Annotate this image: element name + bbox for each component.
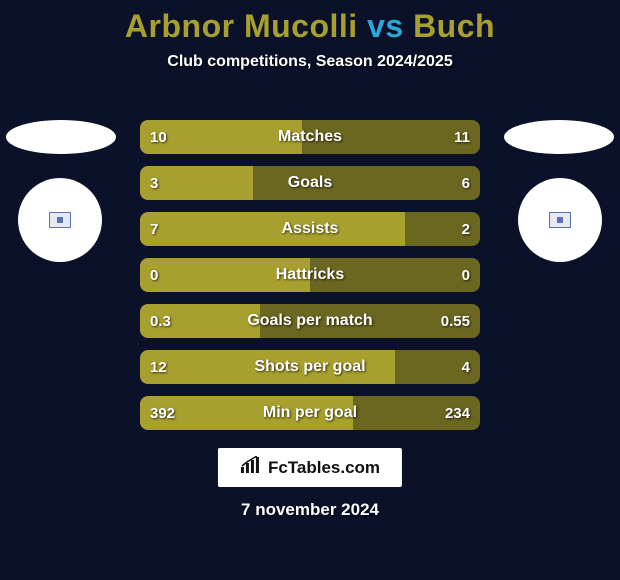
bar-fill-left	[140, 120, 302, 154]
bar-fill-right	[405, 212, 480, 246]
bar-fill-left	[140, 166, 253, 200]
brand-box: FcTables.com	[218, 448, 402, 487]
bar-fill-right	[302, 120, 480, 154]
stat-bar-row: 0.30.55Goals per match	[140, 304, 480, 338]
brand-text: FcTables.com	[268, 458, 380, 478]
bar-fill-left	[140, 258, 310, 292]
bar-fill-right	[353, 396, 480, 430]
stat-bar-row: 36Goals	[140, 166, 480, 200]
player1-name: Arbnor Mucolli	[125, 8, 358, 44]
brand-chart-icon	[240, 456, 262, 479]
player2-club-badge	[518, 178, 602, 262]
vs-text: vs	[367, 8, 404, 44]
bar-fill-left	[140, 304, 260, 338]
player2-avatar-placeholder	[504, 120, 614, 154]
stat-bars: 1011Matches 36Goals 72Assists 00Hattricks 0.…	[140, 120, 480, 442]
bar-fill-right	[310, 258, 480, 292]
bar-fill-right	[253, 166, 480, 200]
bar-fill-right	[395, 350, 480, 384]
date-text: 7 november 2024	[0, 500, 620, 520]
bar-fill-left	[140, 350, 395, 384]
bar-fill-left	[140, 396, 353, 430]
bar-fill-right	[260, 304, 480, 338]
stat-bar-row: 00Hattricks	[140, 258, 480, 292]
comparison-title: Arbnor Mucolli vs Buch	[0, 0, 620, 45]
player2-name: Buch	[413, 8, 495, 44]
stat-bar-row: 392234Min per goal	[140, 396, 480, 430]
player1-club-badge	[18, 178, 102, 262]
player1-avatar-placeholder	[6, 120, 116, 154]
club-flag-icon	[549, 212, 571, 228]
club-flag-icon	[49, 212, 71, 228]
stat-bar-row: 124Shots per goal	[140, 350, 480, 384]
stat-bar-row: 1011Matches	[140, 120, 480, 154]
subtitle: Club competitions, Season 2024/2025	[0, 53, 620, 71]
bar-fill-left	[140, 212, 405, 246]
stat-bar-row: 72Assists	[140, 212, 480, 246]
